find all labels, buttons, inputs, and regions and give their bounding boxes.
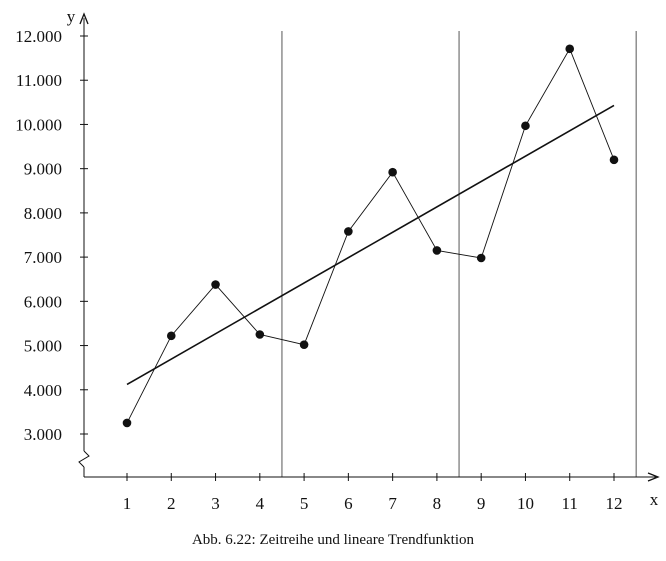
y-axis-arrow (79, 12, 89, 25)
data-point (299, 340, 309, 349)
axes (78, 12, 660, 482)
y-tick-label: 7.000 (24, 248, 62, 267)
y-tick-label: 6.000 (24, 292, 62, 311)
y-tick-label: 9.000 (24, 160, 62, 179)
y-tick-label: 8.000 (24, 204, 62, 223)
data-point (122, 418, 132, 428)
x-axis-arrow (647, 472, 660, 482)
x-tick-label: 8 (433, 494, 442, 513)
y-tick-label: 11.000 (16, 71, 62, 90)
data-point (388, 167, 397, 177)
data-point (521, 121, 530, 131)
y-tick-label: 10.000 (15, 115, 62, 134)
tick-labels: y x 3.000 4.000 5.000 6.000 7.000 8.000 9.000 10.… (15, 7, 659, 513)
y-tick-label: 4.000 (24, 381, 62, 400)
data-point (609, 155, 619, 165)
data-point (211, 280, 220, 289)
y-axis-break (78, 450, 90, 468)
y-tick-label: 3.000 (24, 425, 62, 444)
figure-caption: Abb. 6.22: Zeitreihe und lineare Trendfu… (191, 532, 475, 548)
data-point (344, 227, 353, 236)
x-tick-label: 11 (562, 494, 578, 513)
data-point (432, 246, 442, 255)
data-point (166, 331, 176, 341)
trend-line (126, 104, 615, 386)
trend-line-group (126, 104, 615, 386)
x-tick-label: 10 (517, 494, 534, 513)
y-axis-label: y (67, 7, 76, 26)
x-tick-label: 4 (256, 494, 265, 513)
x-tick-label: 7 (388, 494, 397, 513)
axis-ticks (80, 35, 615, 481)
data-point (476, 253, 486, 263)
y-tick-label: 5.000 (24, 337, 62, 356)
x-tick-label: 2 (167, 494, 176, 513)
x-tick-label: 1 (123, 494, 132, 513)
x-axis-label: x (650, 490, 659, 509)
x-tick-label: 3 (211, 494, 220, 513)
x-tick-label: 9 (477, 494, 486, 513)
data-point (255, 330, 265, 339)
data-point (565, 44, 575, 54)
y-tick-label: 12.000 (15, 27, 62, 46)
series-group (122, 44, 619, 428)
x-tick-label: 6 (344, 494, 353, 513)
x-tick-label: 5 (300, 494, 309, 513)
series-line (126, 47, 615, 424)
x-tick-label: 12 (606, 494, 623, 513)
